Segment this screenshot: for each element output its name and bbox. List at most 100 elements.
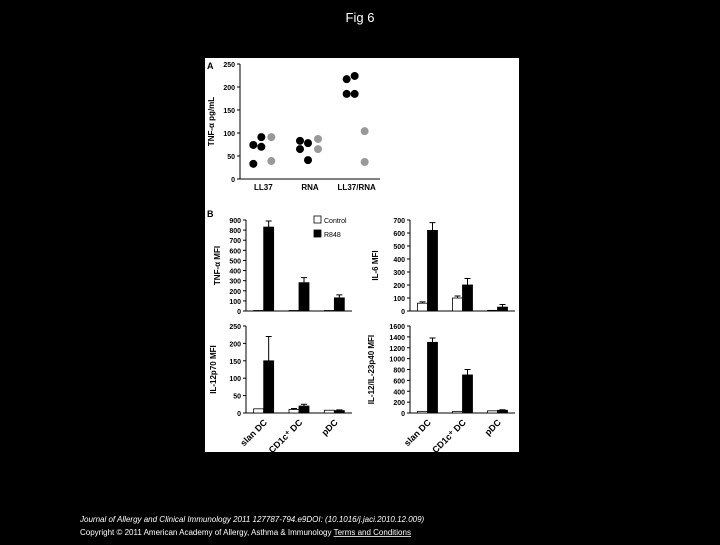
y-tick-label: 600 bbox=[229, 248, 241, 255]
error-bar bbox=[265, 335, 272, 361]
y-tick-label: 400 bbox=[393, 389, 405, 396]
y-tick-label: 0 bbox=[237, 411, 241, 418]
y-tick-label: 150 bbox=[229, 359, 241, 366]
bar bbox=[497, 409, 508, 414]
copyright: Copyright © 2011 American Academy of All… bbox=[80, 528, 411, 537]
dot bbox=[314, 134, 322, 143]
y-tick-label: 400 bbox=[229, 269, 241, 276]
copyright-text: Copyright © 2011 American Academy of All… bbox=[80, 528, 332, 537]
y-tick-label: 100 bbox=[223, 131, 235, 138]
error-bar bbox=[429, 222, 436, 231]
x-tick-label: RNA bbox=[301, 183, 319, 192]
bar bbox=[427, 341, 438, 414]
y-tick-label: 600 bbox=[393, 231, 405, 238]
error-bar bbox=[499, 304, 506, 308]
y-tick-label: 150 bbox=[223, 108, 235, 115]
y-tick-label: 250 bbox=[223, 62, 235, 69]
y-tick-label: 100 bbox=[393, 296, 405, 303]
dot bbox=[342, 89, 351, 98]
y-tick-label: 200 bbox=[393, 400, 405, 407]
y-tick-label: 700 bbox=[229, 238, 241, 245]
bar bbox=[298, 282, 310, 312]
error-bar bbox=[336, 294, 343, 298]
y-tick-label: 200 bbox=[393, 283, 405, 290]
y-tick-label: 0 bbox=[237, 309, 241, 316]
dot bbox=[360, 157, 369, 166]
y-axis-label: IL-12/IL-23p40 MFI bbox=[367, 335, 376, 404]
dot bbox=[267, 133, 276, 142]
error-bar bbox=[301, 277, 307, 283]
terms-link[interactable]: Terms and Conditions bbox=[334, 528, 411, 537]
dot bbox=[314, 145, 322, 154]
dot bbox=[304, 139, 312, 148]
dot bbox=[249, 140, 258, 149]
bar bbox=[417, 302, 428, 312]
dot bbox=[342, 75, 351, 84]
title: Fig 6 bbox=[346, 10, 375, 25]
bar bbox=[263, 226, 275, 312]
y-tick-label: 0 bbox=[231, 177, 235, 184]
bar bbox=[333, 410, 345, 414]
bar bbox=[427, 229, 438, 312]
error-bar bbox=[499, 409, 506, 411]
y-tick-label: 600 bbox=[393, 378, 405, 385]
bar bbox=[253, 310, 265, 312]
y-tick-label: 1400 bbox=[389, 335, 405, 342]
bar bbox=[288, 310, 300, 312]
error-bar bbox=[429, 337, 436, 343]
y-axis-label: IL-6 MFI bbox=[371, 250, 380, 280]
dot bbox=[350, 89, 359, 98]
y-tick-label: 300 bbox=[229, 279, 241, 286]
bar bbox=[333, 297, 345, 312]
bar bbox=[497, 306, 508, 312]
y-tick-label: 800 bbox=[393, 368, 405, 375]
y-tick-label: 100 bbox=[229, 299, 241, 306]
y-tick-label: 400 bbox=[393, 257, 405, 264]
panel-label: B bbox=[207, 209, 214, 219]
y-tick-label: 700 bbox=[393, 218, 405, 225]
y-tick-label: 50 bbox=[227, 154, 235, 161]
y-tick-label: 250 bbox=[229, 324, 241, 331]
bar bbox=[323, 310, 335, 312]
citation: Journal of Allergy and Clinical Immunolo… bbox=[79, 515, 425, 524]
y-tick-label: 300 bbox=[393, 270, 405, 277]
bar bbox=[452, 297, 463, 312]
y-axis-label: IL-12p70 MFI bbox=[209, 345, 218, 393]
bar bbox=[253, 408, 265, 414]
panel-label: A bbox=[207, 61, 214, 71]
dot bbox=[350, 71, 359, 80]
y-tick-label: 50 bbox=[233, 394, 241, 401]
bar bbox=[417, 410, 428, 414]
legend-swatch bbox=[313, 229, 322, 238]
y-tick-label: 200 bbox=[229, 341, 241, 348]
bar bbox=[263, 360, 275, 414]
error-bar bbox=[265, 220, 272, 228]
dot bbox=[249, 159, 258, 168]
y-tick-label: 500 bbox=[393, 244, 405, 251]
y-tick-label: 100 bbox=[229, 376, 241, 383]
bar bbox=[323, 409, 335, 414]
y-tick-label: 1600 bbox=[389, 324, 405, 331]
y-tick-label: 1200 bbox=[389, 346, 405, 353]
bar bbox=[462, 374, 473, 414]
y-axis-label: TNF-α MFI bbox=[213, 246, 222, 285]
legend-label: Control bbox=[324, 218, 347, 225]
y-tick-label: 900 bbox=[229, 218, 241, 225]
bar bbox=[462, 284, 473, 312]
dot bbox=[360, 127, 369, 136]
y-tick-label: 800 bbox=[229, 228, 241, 235]
bar bbox=[298, 405, 310, 414]
y-tick-label: 1000 bbox=[389, 357, 405, 364]
y-tick-label: 200 bbox=[229, 289, 241, 296]
y-tick-label: 500 bbox=[229, 258, 241, 265]
x-tick-label: LL37 bbox=[254, 183, 273, 192]
dot bbox=[296, 136, 304, 145]
y-axis-label: TNF-α pg/mL bbox=[207, 97, 216, 146]
dot bbox=[296, 145, 304, 154]
legend-label: R848 bbox=[324, 232, 341, 239]
error-bar bbox=[301, 403, 307, 407]
error-bar bbox=[336, 409, 343, 411]
error-bar bbox=[291, 407, 297, 410]
